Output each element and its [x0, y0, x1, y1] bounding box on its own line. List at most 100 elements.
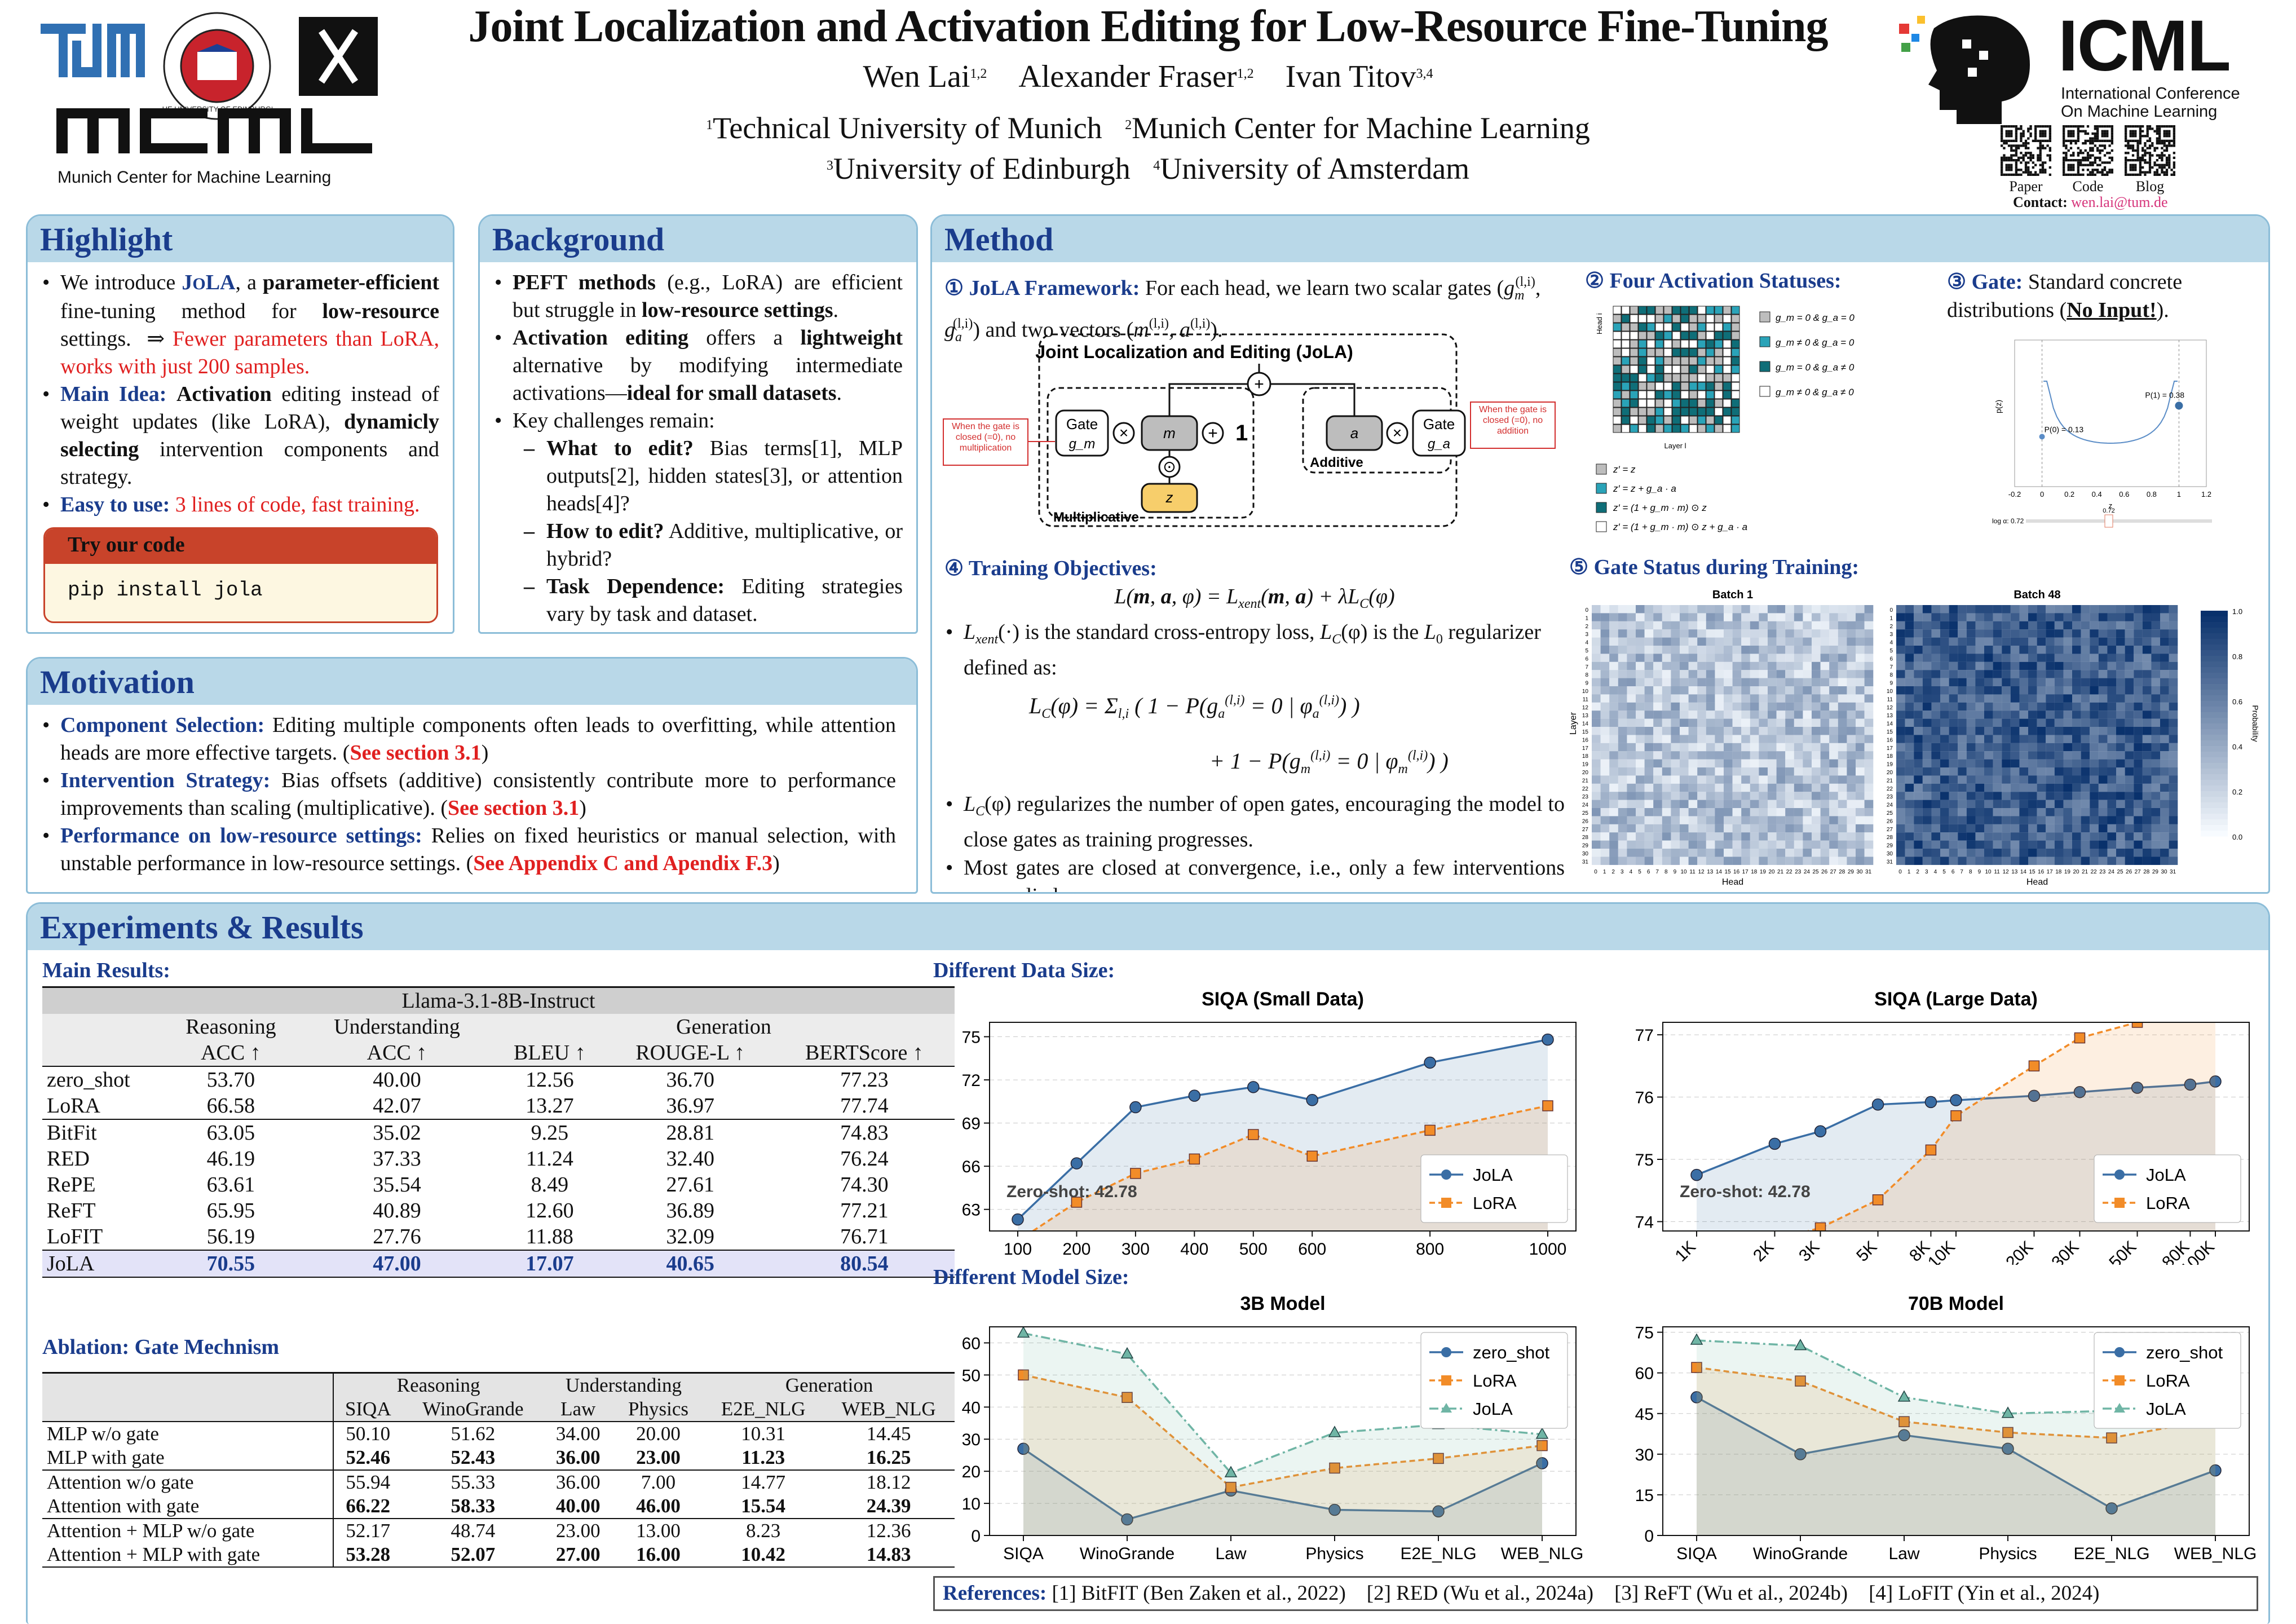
heatmap-ytick: 18	[1887, 753, 1893, 760]
heatmap-cell	[1644, 727, 1654, 735]
heatmap-cell	[1776, 637, 1786, 646]
heatmap-cell	[1750, 735, 1759, 743]
heatmap-cell	[1785, 735, 1794, 743]
heatmap-cell	[1820, 751, 1830, 760]
heatmap-cell	[2010, 686, 2020, 695]
colorbar-label: Probability	[2251, 705, 2260, 742]
heatmap-cell	[1931, 710, 1941, 719]
heatmap-cell	[1706, 751, 1715, 760]
heatmap-cell	[1785, 783, 1794, 792]
heatmap-cell	[2037, 718, 2046, 727]
heatmap-cell	[2002, 637, 2011, 646]
heatmap-cell	[2134, 849, 2143, 857]
heatmap-cell	[1627, 646, 1636, 654]
heatmap-cell	[1653, 735, 1662, 743]
heatmap-cell	[1966, 816, 1976, 824]
heatmap-cell	[1958, 775, 1967, 784]
heatmap-cell	[1940, 637, 1949, 646]
contact-email[interactable]: wen.lai@tum.de	[2071, 194, 2168, 210]
heatmap-cell	[1600, 792, 1610, 800]
colorbar-segment	[2201, 791, 2228, 797]
qr-label-paper[interactable]: Paper	[2009, 178, 2043, 195]
heatmap-cell	[1785, 646, 1794, 654]
heatmap-cell	[2090, 613, 2099, 621]
abl-col-header: WEB_NLG	[841, 1398, 936, 1420]
heatmap-cell	[1697, 727, 1706, 735]
colorbar-segment	[2201, 780, 2228, 786]
colorbar-segment	[2201, 690, 2228, 696]
heatmap-cell	[1905, 824, 1914, 833]
heatmap-cell	[1627, 800, 1636, 809]
value-cell: 76.24	[840, 1147, 889, 1171]
heatmap-cell	[2054, 849, 2064, 857]
heatmap-cell	[1592, 710, 1601, 719]
heatmap-cell	[1680, 710, 1689, 719]
heatmap-cell	[1662, 832, 1671, 841]
abl-method-cell: Attention + MLP with gate	[42, 1543, 334, 1567]
qr-code-paper[interactable]	[2001, 125, 2051, 176]
heatmap-cell	[1688, 727, 1698, 735]
heatmap-cell	[1592, 613, 1601, 621]
heatmap-cell	[1820, 654, 1830, 662]
heatmap-cell	[1644, 710, 1654, 719]
heatmap-cell	[2019, 727, 2029, 735]
heatmap-xtick: 6	[1951, 869, 1955, 875]
heatmap-cell	[1958, 678, 1967, 687]
data-point	[1130, 1168, 1141, 1179]
heatmap-cell	[1662, 735, 1671, 743]
heatmap-cell	[1914, 621, 1923, 630]
x-tick-label: E2E_NLG	[2073, 1544, 2149, 1563]
heatmap-cell	[1776, 824, 1786, 833]
qr-code-code[interactable]	[2063, 125, 2113, 176]
heatmap-cell	[1905, 816, 1914, 824]
heatmap-cell	[1715, 613, 1724, 621]
heatmap-cell	[1653, 800, 1662, 809]
heatmap-cell	[1609, 605, 1618, 614]
qr-label-blog[interactable]: Blog	[2135, 178, 2165, 195]
heatmap-cell	[2116, 767, 2125, 776]
heatmap-cell	[2019, 743, 2029, 752]
heatmap-cell	[1794, 621, 1803, 630]
heatmap-cell	[2142, 694, 2152, 703]
heatmap-cell	[2046, 759, 2055, 768]
heatmap-cell	[2151, 808, 2161, 817]
heatmap-cell	[1644, 783, 1654, 792]
heatmap-cell	[1966, 751, 1976, 760]
plot-frame	[1662, 1326, 2250, 1536]
heatmap-cell	[1856, 613, 1865, 621]
heatmap-cell	[2107, 792, 2117, 800]
status-cell	[1723, 306, 1732, 315]
slider-thumb[interactable]	[2104, 514, 2113, 528]
heatmap-ytick: 24	[1582, 802, 1589, 809]
heatmap-cell	[1966, 637, 1976, 646]
heatmap-cell	[2116, 824, 2125, 833]
abl-method-cell: Attention + MLP w/o gate	[42, 1519, 334, 1543]
heatmap-cell	[1715, 767, 1724, 776]
heatmap-cell	[2010, 605, 2020, 614]
heatmap-cell	[2125, 686, 2134, 695]
heatmap-ytick: 16	[1887, 737, 1893, 743]
heatmap-cell	[1914, 613, 1923, 621]
qr-codes	[2001, 125, 2175, 176]
heatmap-cell	[2028, 800, 2037, 809]
data-point	[1225, 1481, 1237, 1493]
heatmap-ytick: 24	[1887, 802, 1893, 809]
heatmap-cell	[1627, 629, 1636, 638]
slider-track[interactable]	[2026, 519, 2212, 523]
heatmap-cell	[2090, 686, 2099, 695]
heatmap-cell	[1940, 743, 1949, 752]
qr-code-blog[interactable]	[2125, 125, 2175, 176]
data-point	[1012, 1213, 1024, 1226]
heatmap-cell	[1896, 694, 1905, 703]
heatmap-cell	[1931, 849, 1941, 857]
qr-label-code[interactable]: Code	[2072, 178, 2104, 195]
status-cell	[1697, 382, 1706, 391]
heatmap-cell	[1993, 816, 2002, 824]
install-command[interactable]: pip install jola	[68, 579, 263, 602]
heatmap-cell	[1715, 718, 1724, 727]
heatmap-cell	[1600, 832, 1610, 841]
heatmap-cell	[2169, 621, 2178, 630]
heatmap-cell	[1724, 605, 1733, 614]
heatmap-cell	[1592, 605, 1601, 614]
